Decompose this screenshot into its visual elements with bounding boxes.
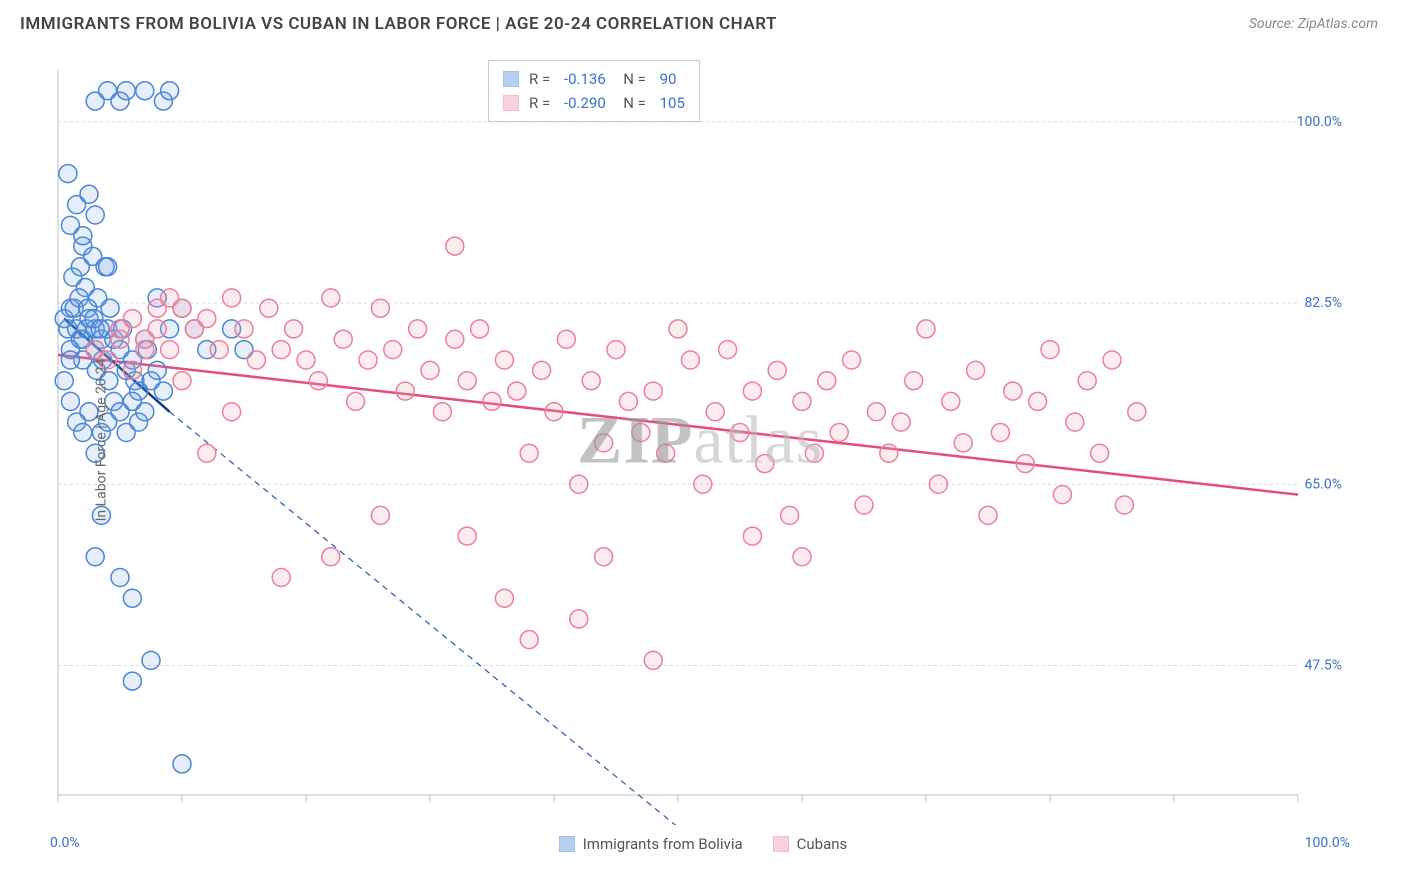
svg-text:100.0%: 100.0% <box>1297 114 1342 130</box>
svg-text:82.5%: 82.5% <box>1304 295 1342 311</box>
bottom-legend: Immigrants from Bolivia Cubans <box>0 835 1406 853</box>
svg-text:47.5%: 47.5% <box>1304 658 1342 674</box>
chart-title: IMMIGRANTS FROM BOLIVIA VS CUBAN IN LABO… <box>20 14 777 34</box>
stat-r-value: -0.290 <box>564 91 606 115</box>
swatch-cubans <box>773 836 789 852</box>
stat-r-label: R = <box>529 91 554 115</box>
stats-row-bolivia: R = -0.136 N = 90 <box>503 67 685 91</box>
stat-r-label: R = <box>529 67 554 91</box>
chart-container: 47.5% 65.0% 82.5% 100.0% In Labor Force | A… <box>50 55 1350 825</box>
swatch-bolivia <box>559 836 575 852</box>
stat-n-label: N = <box>616 91 650 115</box>
scatter-plot: 47.5% 65.0% 82.5% 100.0% <box>50 55 1350 825</box>
stat-n-value: 90 <box>660 67 677 91</box>
svg-text:65.0%: 65.0% <box>1304 476 1342 492</box>
legend-label: Cubans <box>797 835 848 853</box>
legend-label: Immigrants from Bolivia <box>583 835 743 853</box>
stat-n-value: 105 <box>660 91 685 115</box>
swatch-cubans <box>503 95 519 111</box>
legend-item-cubans: Cubans <box>773 835 848 853</box>
stat-r-value: -0.136 <box>564 67 606 91</box>
source-attribution: Source: ZipAtlas.com <box>1249 16 1378 32</box>
stat-n-label: N = <box>616 67 650 91</box>
swatch-bolivia <box>503 71 519 87</box>
stats-row-cubans: R = -0.290 N = 105 <box>503 91 685 115</box>
stats-legend: R = -0.136 N = 90 R = -0.290 N = 105 <box>488 60 700 122</box>
y-axis-label: In Labor Force | Age 20-24 <box>93 359 109 522</box>
legend-item-bolivia: Immigrants from Bolivia <box>559 835 743 853</box>
